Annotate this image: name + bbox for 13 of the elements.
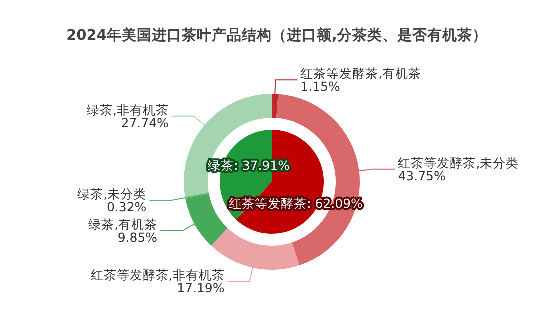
slice-label: 红茶等发酵茶,非有机茶: [90, 268, 225, 283]
data-label: 17.19%: [177, 280, 225, 296]
data-label: 0.32%: [106, 199, 147, 214]
data-label: 43.75%: [398, 168, 446, 184]
slice-label: 绿茶,未分类: [78, 186, 147, 202]
slice-label: 绿茶,非有机茶: [86, 102, 169, 118]
slice-label: 绿茶,有机茶: [88, 217, 158, 232]
slice-label: 红茶等发酵茶,有机茶: [300, 66, 422, 82]
chart-title: 2024年美国进口茶叶产品结构（进口额,分茶类、是否有机茶）: [66, 26, 488, 44]
data-label: 1.15%: [300, 79, 341, 94]
data-label: 27.74%: [121, 115, 170, 130]
slice-label: 红茶等发酵茶,未分类: [398, 155, 520, 170]
data-label: 9.85%: [118, 230, 158, 246]
